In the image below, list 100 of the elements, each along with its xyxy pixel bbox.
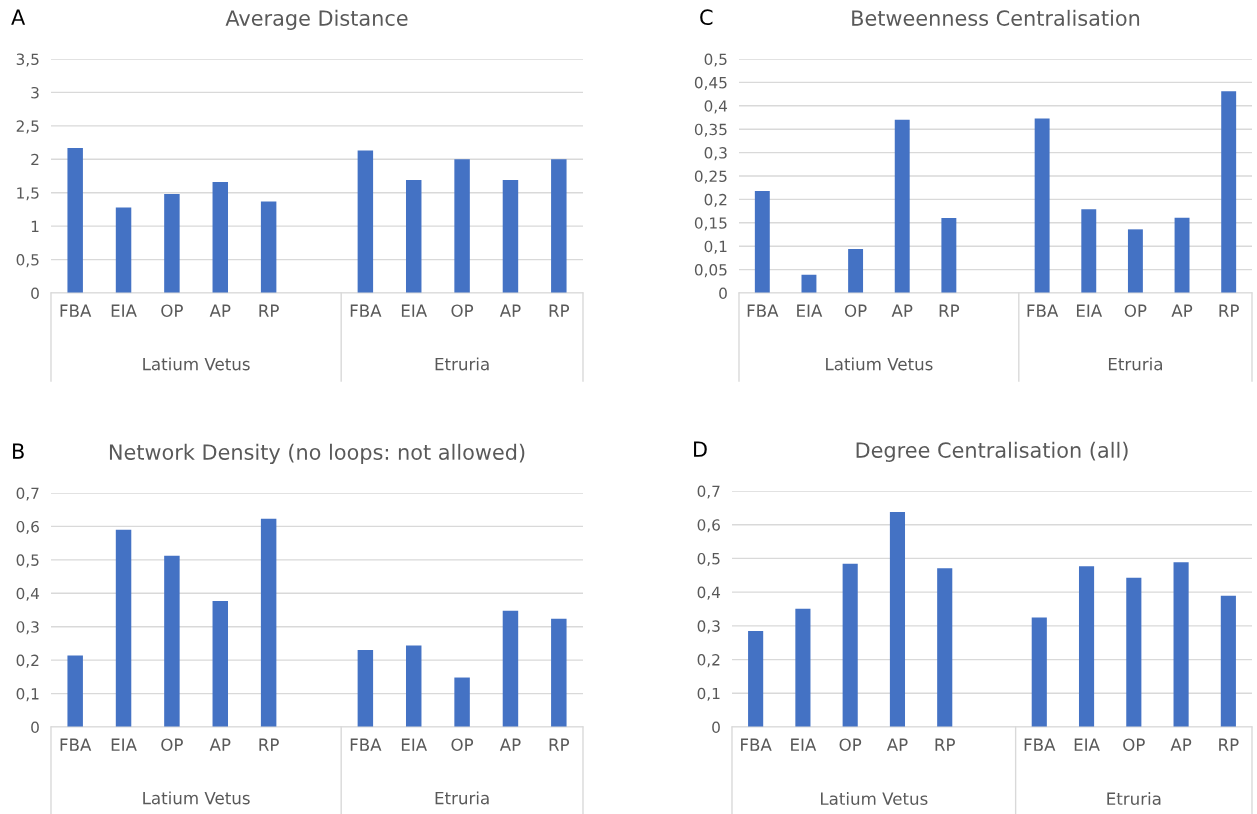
- x-tick-label: FBA: [747, 304, 779, 317]
- text: Latium Vetus: [143, 357, 250, 371]
- bar: [848, 249, 864, 293]
- bar: [260, 201, 277, 293]
- chart-title: Degree Centralisation (all): [856, 441, 1128, 462]
- bar: [1221, 91, 1237, 293]
- chart-subtitle: A: [11, 9, 26, 25]
- bar: [551, 618, 567, 727]
- bar: [1031, 617, 1047, 727]
- bar: [1081, 209, 1097, 293]
- y-tick-label: 0,2: [16, 654, 39, 668]
- y-tick-label: 2,5: [16, 120, 39, 134]
- bar: [405, 180, 422, 293]
- bar: [115, 207, 132, 293]
- y-tick-label: 0,15: [694, 217, 727, 231]
- bar: [405, 645, 422, 727]
- y-tick-label: 0,7: [16, 487, 39, 501]
- x-tick-label: AP: [886, 738, 908, 751]
- bar: [67, 147, 83, 293]
- x-tick-label: AP: [891, 304, 913, 317]
- x-tick-label: EIA: [1074, 738, 1100, 751]
- y-tick-label: 3,5: [16, 53, 39, 67]
- x-tick-label: FBA: [350, 304, 382, 317]
- x-tick-label: FBA: [60, 738, 92, 751]
- bar: [1126, 577, 1142, 727]
- bar: [551, 159, 567, 293]
- y-tick-label: 2: [31, 153, 39, 166]
- x-tick-label: RP: [259, 738, 279, 751]
- y-tick-label: 0,7: [697, 485, 720, 499]
- x-tick-label: EIA: [797, 304, 823, 317]
- x-tick-label: OP: [161, 738, 183, 752]
- text: Etruria: [1107, 792, 1161, 805]
- y-tick-label: 0,5: [16, 254, 39, 268]
- bar: [1034, 118, 1050, 293]
- bar: [164, 194, 180, 293]
- bar: [67, 655, 83, 727]
- x-tick-label: OP: [451, 304, 474, 318]
- x-tick-label: EIA: [791, 738, 817, 751]
- chart-subtitle: B: [13, 443, 24, 459]
- y-tick-label: 1: [31, 220, 39, 232]
- x-tick-label: RP: [549, 304, 570, 317]
- chart-subtitle: D: [694, 441, 707, 457]
- x-tick-label: OP: [839, 738, 862, 752]
- x-tick-label: FBA: [741, 738, 772, 751]
- x-tick-label: AP: [499, 304, 521, 317]
- bar: [1173, 562, 1189, 727]
- y-tick-label: 0,1: [704, 240, 727, 254]
- y-tick-label: 0,4: [704, 100, 728, 114]
- y-tick-label: 0,6: [16, 520, 39, 535]
- chart-title: Network Density (no loops: not allowed): [109, 443, 525, 464]
- bar: [842, 563, 858, 727]
- bar: [937, 568, 953, 727]
- x-tick-label: AP: [209, 304, 231, 317]
- chart-title: Average Distance: [225, 9, 408, 30]
- bar: [1078, 566, 1095, 727]
- x-tick-label: EIA: [401, 304, 428, 317]
- text: Etruria: [435, 357, 489, 371]
- x-tick-label: OP: [844, 304, 867, 318]
- y-tick-label: 0,35: [694, 123, 727, 137]
- y-tick-label: 0,4: [16, 587, 40, 601]
- text: Etruria: [1108, 357, 1162, 371]
- x-tick-label: FBA: [350, 738, 382, 751]
- x-tick-label: OP: [451, 738, 474, 752]
- y-tick-label: 0,2: [697, 654, 720, 668]
- y-tick-label: 0,05: [694, 264, 727, 278]
- y-tick-label: 0,5: [704, 53, 727, 67]
- y-tick-label: 0,6: [697, 519, 720, 533]
- x-tick-label: AP: [1170, 738, 1192, 751]
- y-tick-label: 0,1: [697, 687, 720, 701]
- bar: [502, 180, 519, 293]
- bar: [801, 274, 817, 293]
- x-tick-label: RP: [1219, 738, 1239, 751]
- x-tick-label: EIA: [111, 738, 137, 751]
- bar: [1127, 229, 1143, 293]
- bar: [454, 159, 470, 293]
- text: Latium Vetus: [143, 791, 250, 805]
- y-tick-label: 0,25: [694, 170, 727, 184]
- chart-title: Betweenness Centralisation: [852, 9, 1140, 26]
- y-tick-label: 0,3: [697, 620, 720, 634]
- bar: [212, 182, 229, 293]
- x-tick-label: OP: [161, 304, 183, 318]
- text: Latium Vetus: [826, 357, 933, 371]
- y-tick-label: 0,2: [704, 193, 727, 207]
- y-tick-label: 0,3: [16, 621, 39, 635]
- x-tick-label: FBA: [1024, 738, 1056, 751]
- y-tick-label: 0,45: [694, 76, 727, 90]
- bar: [502, 610, 519, 727]
- chart-subtitle: C: [700, 9, 713, 26]
- bar: [1174, 217, 1190, 293]
- x-tick-label: RP: [935, 738, 955, 751]
- bar: [1220, 595, 1236, 727]
- bar: [115, 529, 132, 727]
- bar: [754, 190, 770, 293]
- text: Latium Vetus: [821, 792, 928, 805]
- y-tick-label: 1,5: [17, 187, 39, 201]
- bar: [941, 218, 957, 293]
- y-tick-label: 0: [712, 721, 720, 734]
- x-tick-label: OP: [1124, 304, 1147, 318]
- text: Etruria: [435, 791, 489, 805]
- x-tick-label: RP: [939, 304, 960, 317]
